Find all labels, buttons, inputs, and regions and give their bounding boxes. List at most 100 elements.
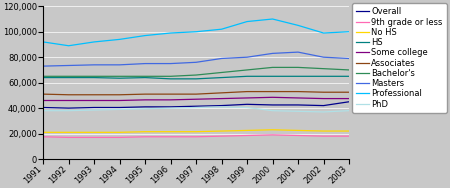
Associates	[321, 91, 326, 93]
Some college	[117, 99, 122, 102]
Professional	[295, 24, 301, 27]
No HS	[91, 131, 97, 133]
Bachelor's	[40, 75, 46, 77]
Line: Professional: Professional	[43, 19, 349, 46]
PhD	[346, 110, 352, 112]
9th grade or less	[270, 134, 275, 136]
Associates	[168, 93, 173, 95]
Overall	[270, 104, 275, 106]
Professional	[66, 45, 72, 47]
Bachelor's	[219, 71, 224, 74]
Professional	[244, 20, 250, 23]
Overall	[40, 106, 46, 109]
Overall	[66, 107, 72, 109]
PhD	[244, 106, 250, 109]
Overall	[244, 103, 250, 105]
9th grade or less	[194, 136, 199, 138]
Bachelor's	[321, 67, 326, 70]
Associates	[142, 93, 148, 95]
PhD	[117, 108, 122, 111]
9th grade or less	[244, 134, 250, 137]
PhD	[91, 109, 97, 111]
Line: Bachelor's: Bachelor's	[43, 67, 349, 76]
Associates	[40, 93, 46, 95]
Legend: Overall, 9th grade or less, No HS, HS, Some college, Associates, Bachelor's, Mas: Overall, 9th grade or less, No HS, HS, S…	[352, 3, 447, 113]
Overall	[219, 105, 224, 107]
Bachelor's	[194, 74, 199, 76]
PhD	[321, 111, 326, 113]
No HS	[40, 131, 46, 133]
9th grade or less	[346, 135, 352, 137]
HS	[66, 77, 72, 79]
Some college	[244, 97, 250, 99]
Associates	[346, 91, 352, 93]
9th grade or less	[142, 136, 148, 138]
No HS	[346, 130, 352, 132]
Line: 9th grade or less: 9th grade or less	[43, 135, 349, 137]
9th grade or less	[295, 134, 301, 137]
Some college	[91, 99, 97, 102]
Associates	[219, 92, 224, 94]
HS	[142, 77, 148, 79]
Some college	[346, 97, 352, 100]
HS	[244, 75, 250, 77]
Bachelor's	[117, 75, 122, 77]
Some college	[295, 97, 301, 99]
Associates	[244, 90, 250, 93]
Professional	[270, 18, 275, 20]
Overall	[321, 105, 326, 107]
Professional	[321, 32, 326, 34]
Associates	[91, 94, 97, 96]
Bachelor's	[244, 69, 250, 71]
Some college	[270, 96, 275, 99]
Line: Some college: Some college	[43, 97, 349, 101]
Bachelor's	[142, 75, 148, 77]
HS	[270, 75, 275, 77]
Overall	[168, 106, 173, 108]
Masters	[244, 56, 250, 58]
Some college	[194, 98, 199, 100]
HS	[321, 75, 326, 77]
Masters	[321, 56, 326, 58]
No HS	[117, 131, 122, 133]
Professional	[142, 34, 148, 37]
No HS	[270, 129, 275, 131]
HS	[91, 77, 97, 79]
9th grade or less	[66, 136, 72, 139]
Professional	[194, 31, 199, 33]
No HS	[295, 129, 301, 132]
No HS	[321, 130, 326, 132]
Masters	[40, 65, 46, 67]
PhD	[295, 110, 301, 112]
Associates	[66, 94, 72, 96]
Overall	[346, 101, 352, 103]
Professional	[91, 41, 97, 43]
PhD	[142, 108, 148, 110]
Some college	[66, 99, 72, 102]
Some college	[168, 99, 173, 101]
Overall	[142, 106, 148, 108]
Overall	[194, 105, 199, 107]
Line: Associates: Associates	[43, 92, 349, 95]
PhD	[219, 106, 224, 108]
Professional	[168, 32, 173, 34]
Some college	[40, 99, 46, 102]
HS	[117, 77, 122, 79]
Masters	[194, 61, 199, 63]
9th grade or less	[117, 136, 122, 139]
PhD	[66, 110, 72, 112]
Professional	[40, 41, 46, 43]
Associates	[270, 90, 275, 93]
9th grade or less	[168, 136, 173, 138]
Masters	[270, 52, 275, 55]
Associates	[194, 93, 199, 95]
Some college	[142, 99, 148, 101]
Masters	[168, 62, 173, 65]
Line: Masters: Masters	[43, 52, 349, 66]
Overall	[91, 106, 97, 109]
PhD	[270, 110, 275, 112]
9th grade or less	[40, 136, 46, 138]
Bachelor's	[66, 75, 72, 77]
Line: HS: HS	[43, 76, 349, 79]
9th grade or less	[219, 135, 224, 137]
